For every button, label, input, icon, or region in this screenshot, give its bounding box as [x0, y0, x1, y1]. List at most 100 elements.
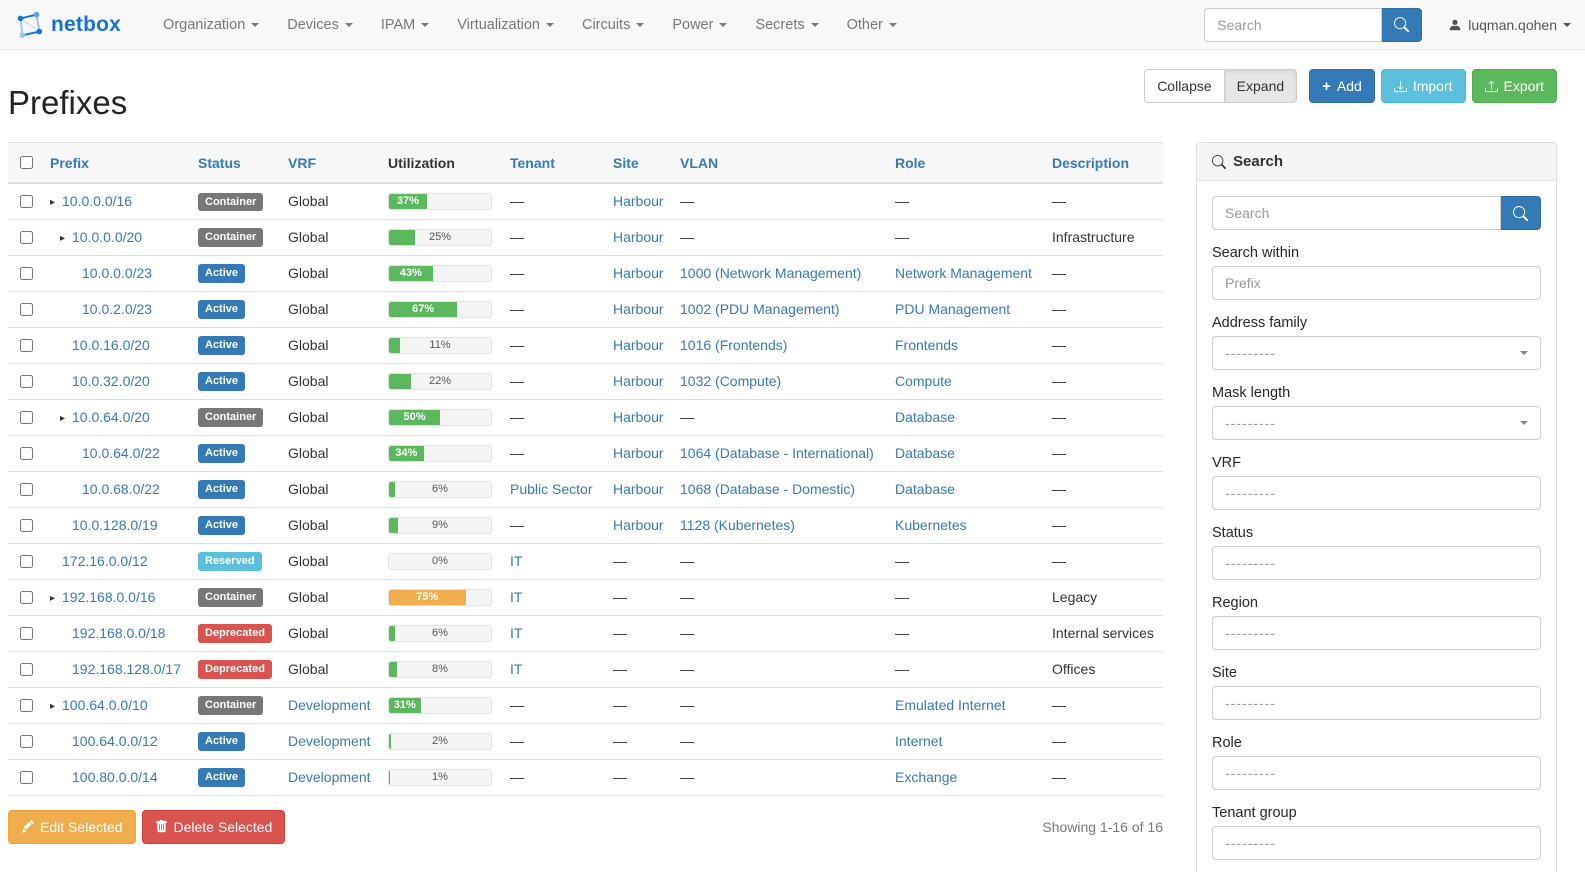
prefix-link[interactable]: 10.0.0.0/23: [82, 265, 153, 281]
role-link[interactable]: Internet: [895, 733, 943, 749]
edit-selected-button[interactable]: Edit Selected: [8, 809, 136, 844]
column-header-status[interactable]: Status: [190, 142, 280, 184]
nav-item-ipam[interactable]: IPAM: [367, 2, 443, 48]
row-checkbox[interactable]: [20, 374, 33, 388]
column-header-vrf[interactable]: VRF: [280, 142, 380, 184]
row-checkbox[interactable]: [20, 626, 33, 640]
vlan-link[interactable]: 1032 (Compute): [680, 373, 782, 389]
column-header-tenant[interactable]: Tenant: [502, 142, 605, 184]
row-checkbox[interactable]: [20, 518, 33, 532]
expand-caret-icon[interactable]: ▸: [50, 701, 56, 712]
netbox-logo[interactable]: netbox: [14, 10, 121, 40]
row-checkbox[interactable]: [20, 554, 33, 568]
site-link[interactable]: Harbour: [613, 337, 664, 353]
role-link[interactable]: Kubernetes: [895, 517, 967, 533]
row-checkbox[interactable]: [20, 446, 33, 460]
site-link[interactable]: Harbour: [613, 409, 664, 425]
prefix-link[interactable]: 10.0.2.0/23: [82, 301, 153, 317]
address-family-select[interactable]: ---------: [1212, 336, 1541, 370]
nav-item-virtualization[interactable]: Virtualization: [443, 2, 568, 48]
site-link[interactable]: Harbour: [613, 229, 664, 245]
nav-item-devices[interactable]: Devices: [273, 2, 367, 48]
prefix-link[interactable]: 10.0.0.0/16: [62, 193, 133, 210]
tenant-link[interactable]: IT: [510, 553, 523, 569]
role-link[interactable]: Database: [895, 409, 955, 425]
site-link[interactable]: Harbour: [613, 265, 664, 281]
site-link[interactable]: Harbour: [613, 481, 664, 497]
role-link[interactable]: Frontends: [895, 337, 959, 353]
row-checkbox[interactable]: [20, 662, 33, 676]
prefix-link[interactable]: 10.0.0.0/20: [72, 229, 143, 245]
column-header-description[interactable]: Description: [1044, 142, 1163, 184]
nav-item-other[interactable]: Other: [833, 2, 911, 48]
row-checkbox[interactable]: [20, 734, 33, 748]
column-header-vlan[interactable]: VLAN: [672, 142, 887, 184]
prefix-link[interactable]: 10.0.128.0/19: [72, 517, 158, 533]
expand-caret-icon[interactable]: ▸: [60, 233, 66, 244]
tenant-link[interactable]: IT: [510, 661, 523, 677]
row-checkbox[interactable]: [20, 590, 33, 604]
site-select[interactable]: ---------: [1212, 686, 1541, 720]
row-checkbox[interactable]: [20, 194, 33, 208]
role-link[interactable]: Database: [895, 481, 955, 497]
vrf-link[interactable]: Development: [288, 769, 371, 785]
prefix-link[interactable]: 192.168.0.0/18: [72, 625, 166, 641]
role-link[interactable]: Emulated Internet: [895, 697, 1006, 713]
site-link[interactable]: Harbour: [613, 301, 664, 317]
prefix-link[interactable]: 10.0.16.0/20: [72, 337, 150, 353]
add-button[interactable]: + Add: [1309, 69, 1375, 103]
delete-selected-button[interactable]: Delete Selected: [141, 809, 286, 844]
expand-button[interactable]: Expand: [1223, 69, 1298, 103]
row-checkbox[interactable]: [20, 698, 33, 712]
role-link[interactable]: Database: [895, 445, 955, 461]
site-link[interactable]: Harbour: [613, 373, 664, 389]
nav-item-circuits[interactable]: Circuits: [568, 2, 658, 48]
vlan-link[interactable]: 1064 (Database - International): [680, 445, 874, 461]
sidebar-search-button[interactable]: [1501, 196, 1541, 230]
role-link[interactable]: Exchange: [895, 769, 958, 785]
site-link[interactable]: Harbour: [613, 517, 664, 533]
expand-caret-icon[interactable]: ▸: [50, 197, 56, 209]
vlan-link[interactable]: 1068 (Database - Domestic): [680, 481, 856, 497]
column-header-site[interactable]: Site: [605, 142, 672, 184]
export-button[interactable]: Export: [1471, 69, 1557, 103]
sidebar-search-input[interactable]: [1212, 196, 1501, 230]
status-select[interactable]: ---------: [1212, 546, 1541, 580]
nav-item-power[interactable]: Power: [658, 2, 741, 48]
tenant-link[interactable]: Public Sector: [510, 481, 593, 497]
row-checkbox[interactable]: [20, 482, 33, 496]
site-link[interactable]: Harbour: [613, 193, 664, 210]
prefix-link[interactable]: 100.80.0.0/14: [72, 769, 158, 785]
row-checkbox[interactable]: [20, 230, 33, 244]
navbar-search-button[interactable]: [1382, 7, 1423, 42]
mask-length-select[interactable]: ---------: [1212, 406, 1541, 440]
select-all-checkbox[interactable]: [20, 156, 33, 169]
column-header-prefix[interactable]: Prefix: [38, 142, 190, 184]
user-menu[interactable]: luqman.qohen: [1448, 17, 1571, 33]
vlan-link[interactable]: 1000 (Network Management): [680, 265, 862, 281]
vrf-link[interactable]: Development: [288, 733, 371, 749]
role-link[interactable]: PDU Management: [895, 301, 1011, 317]
row-checkbox[interactable]: [20, 338, 33, 352]
prefix-link[interactable]: 10.0.64.0/22: [82, 445, 160, 461]
expand-caret-icon[interactable]: ▸: [60, 413, 66, 424]
prefix-link[interactable]: 192.168.128.0/17: [72, 661, 181, 677]
expand-caret-icon[interactable]: ▸: [50, 593, 56, 604]
vlan-link[interactable]: 1002 (PDU Management): [680, 301, 840, 317]
region-select[interactable]: ---------: [1212, 616, 1541, 650]
column-header-role[interactable]: Role: [887, 142, 1044, 184]
role-link[interactable]: Network Management: [895, 265, 1032, 281]
nav-item-secrets[interactable]: Secrets: [741, 2, 832, 48]
tenant-group-select[interactable]: ---------: [1212, 826, 1541, 860]
role-link[interactable]: Compute: [895, 373, 952, 389]
search-within-input[interactable]: [1212, 266, 1541, 300]
vrf-select[interactable]: ---------: [1212, 476, 1541, 510]
nav-item-organization[interactable]: Organization: [149, 2, 273, 48]
prefix-link[interactable]: 172.16.0.0/12: [62, 553, 148, 569]
role-select[interactable]: ---------: [1212, 756, 1541, 790]
prefix-link[interactable]: 10.0.64.0/20: [72, 409, 150, 425]
prefix-link[interactable]: 10.0.68.0/22: [82, 481, 160, 497]
vlan-link[interactable]: 1016 (Frontends): [680, 337, 788, 353]
prefix-link[interactable]: 100.64.0.0/10: [62, 697, 148, 713]
row-checkbox[interactable]: [20, 266, 33, 280]
